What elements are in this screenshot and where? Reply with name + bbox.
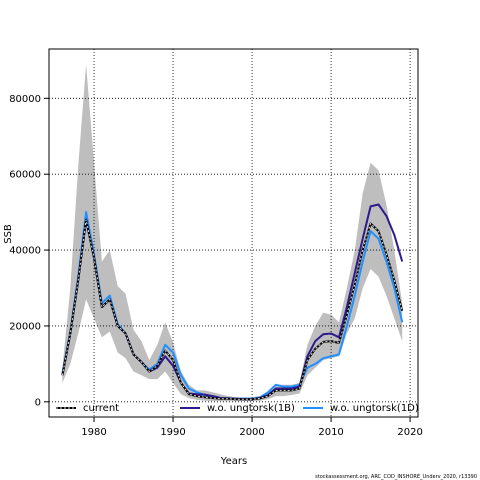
- x-axis-title: Years: [220, 456, 247, 467]
- series-line-current: [61, 218, 404, 401]
- x-tick-label-2000: 2000: [239, 427, 264, 438]
- legend-label-1d: w.o. ungtorsk(1D): [330, 403, 419, 414]
- plot-frame: [48, 48, 419, 418]
- y-tick-label-60000: 60000: [9, 170, 41, 181]
- y-axis-title: SSB: [3, 224, 14, 244]
- x-tick-label-1990: 1990: [160, 427, 185, 438]
- credit-text: stockassessment.org, ARC_COD_INSHORE_Und…: [315, 474, 477, 480]
- series-layer: [61, 203, 404, 401]
- legend-label-current: current: [83, 403, 119, 414]
- x-tick-label-1980: 1980: [81, 427, 106, 438]
- legend: current w.o. ungtorsk(1B) w.o. ungtorsk(…: [56, 403, 419, 414]
- x-tick-label-2010: 2010: [318, 427, 343, 438]
- y-tick-label-0: 0: [35, 397, 41, 408]
- y-tick-label-40000: 40000: [9, 246, 41, 257]
- y-tick-label-20000: 20000: [9, 321, 41, 332]
- y-tick-label-80000: 80000: [9, 94, 41, 105]
- x-tick-label-2020: 2020: [397, 427, 422, 438]
- axis-layer: 1980 1990 2000 2010 2020 0 20000 40000 60000 8000…: [9, 94, 423, 438]
- legend-label-1b: w.o. ungtorsk(1B): [207, 403, 295, 414]
